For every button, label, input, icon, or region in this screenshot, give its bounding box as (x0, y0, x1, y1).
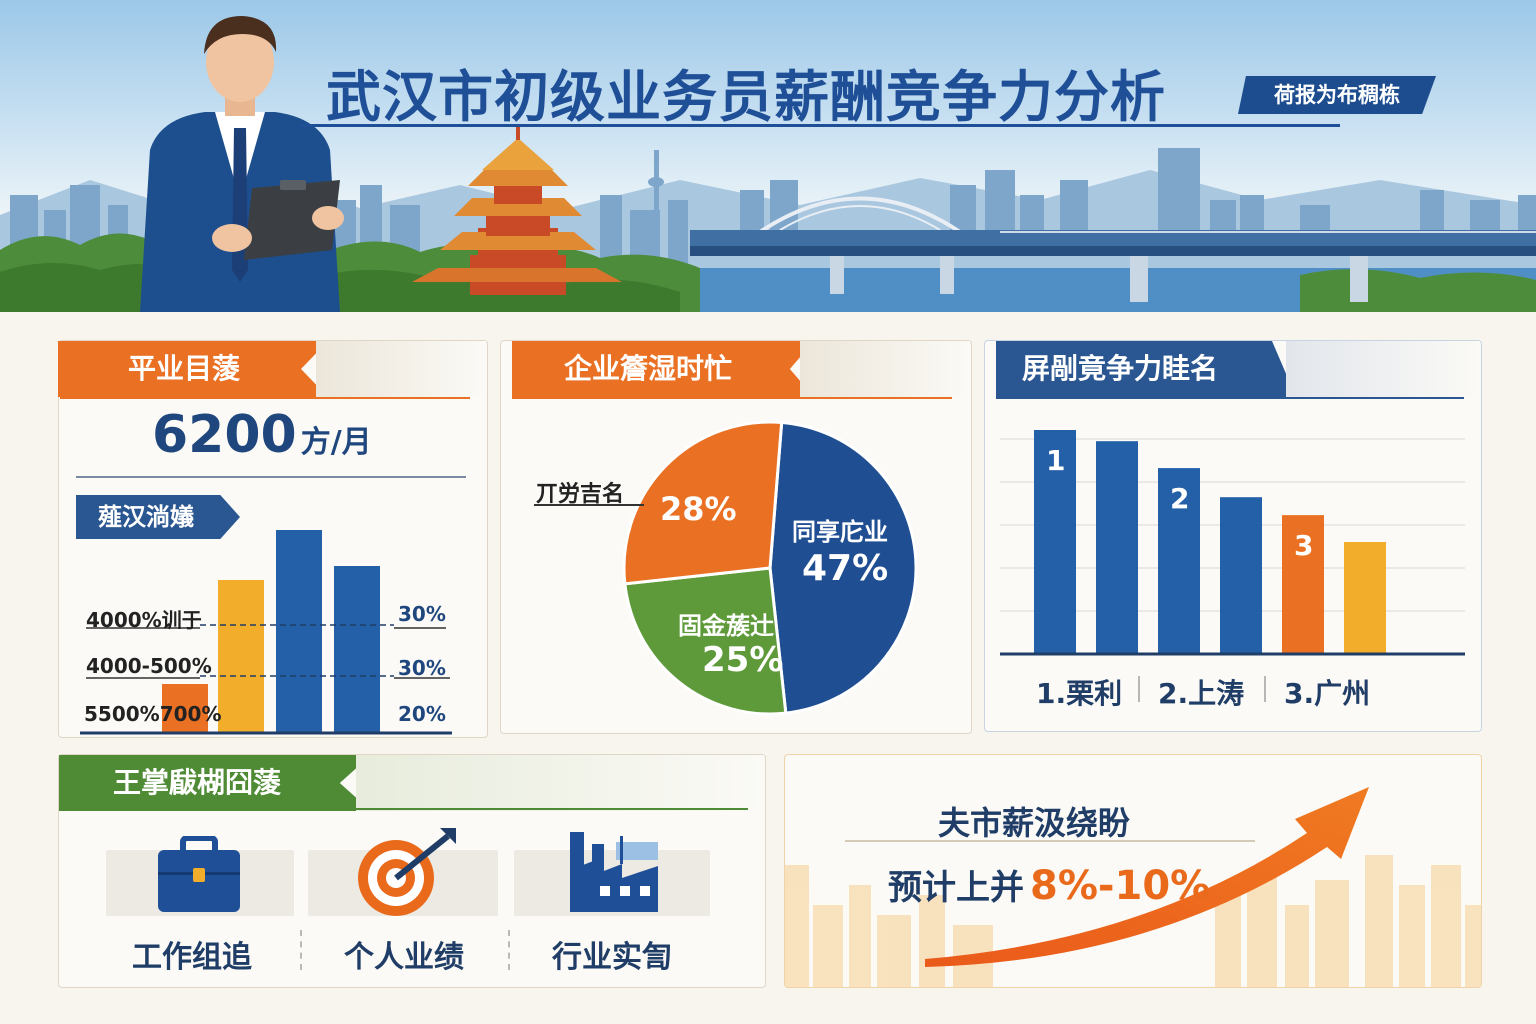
rank-bar-number: 1 (1046, 444, 1066, 477)
salary-trend-card (784, 754, 1482, 988)
wuhan-skyline-illustration (0, 16, 1536, 312)
distribution-bar (334, 566, 380, 733)
businessman-illustration (140, 16, 344, 312)
average-salary: 6200 方/月 (152, 405, 372, 465)
distribution-bar (162, 684, 208, 733)
pie-slice-value: 28% (660, 490, 737, 528)
rank-bar (1096, 441, 1138, 654)
factor-separator (300, 930, 302, 970)
factor-label: 个人业绩 (344, 940, 464, 975)
distribution-label: 薤汉淌嬟 (76, 495, 240, 539)
factor-label: 工作组追 (132, 940, 252, 975)
pie-slice-label: 同享庀业 (792, 518, 888, 546)
rank-card-title-rule (996, 397, 1464, 399)
pie-slice-value: 25% (702, 640, 784, 680)
distribution-row-label: 4000-500% (86, 654, 212, 678)
pie-slice (622, 420, 784, 586)
salary-card-title-fade (316, 341, 486, 397)
pie-card-title-text: 企业簷湿时忙 (564, 352, 733, 385)
rank-city-label: 1.栗利 (1036, 677, 1123, 710)
rank-city-label: 2.上涛 (1158, 677, 1245, 710)
target-icon (358, 828, 456, 916)
trend-forecast-prefix: 预计上并 (888, 868, 1024, 908)
trend-illustration (785, 787, 1481, 987)
salary-unit: 方/月 (300, 425, 372, 460)
rank-card-title-fade (1286, 341, 1480, 397)
pie-card-title-fade (800, 341, 970, 397)
rank-card-title: 屏剮竟争力眭名 (996, 341, 1296, 397)
distribution-bar (218, 580, 264, 733)
pie-slice (623, 566, 788, 716)
rank-bar-number: 2 (1170, 482, 1190, 516)
source-badge: 荷报为布稠栋 (1238, 76, 1436, 114)
rank-bar-chart (1000, 430, 1465, 656)
bridge-illustration (758, 196, 962, 234)
trend-forecast-value: 8%-10% (1030, 863, 1211, 909)
rank-bar (1158, 468, 1200, 654)
factors-card-title-fade (356, 755, 764, 811)
rank-card-title-text: 屏剮竟争力眭名 (1022, 352, 1219, 385)
rank-label-separator (1264, 676, 1266, 702)
salary-card (58, 340, 488, 738)
factory-icon (570, 832, 658, 912)
factors-card-title-text: 王掌瞂楜囧蔆 (113, 766, 282, 799)
pie-slice-value: 47% (802, 548, 889, 589)
factor-separator (508, 930, 510, 970)
trend-forecast: 预计上并 8%-10% (888, 860, 1210, 909)
factors-card-title-rule (60, 808, 748, 810)
distribution-row-label: 4000%训于 (86, 608, 202, 632)
salary-distribution-chart (80, 530, 452, 735)
pie-callout-line (534, 504, 644, 506)
pagoda-illustration (412, 124, 622, 295)
salary-card-title-rule (60, 397, 470, 399)
factors-card-title: 王掌瞂楜囧蔆 (59, 755, 371, 811)
salary-card-title: 平业目蔆 (58, 341, 328, 397)
rank-label-separator (1138, 676, 1140, 702)
distribution-bar (276, 530, 322, 733)
pie-card-title-rule (512, 397, 952, 399)
distribution-row-percent: 30% (398, 656, 446, 680)
enterprise-pie-chart (622, 420, 918, 716)
page-title: 武汉市初级业务员薪酬竞争力分析 (326, 65, 1167, 129)
pie-slice-label: 固金蔟辻 (678, 612, 774, 640)
salary-value: 6200 (152, 405, 297, 465)
distribution-row-label: 5500%700% (84, 702, 222, 726)
rank-bar (1282, 515, 1324, 654)
distribution-row-percent: 20% (398, 702, 446, 726)
briefcase-icon (158, 836, 240, 912)
rank-bar-number: 3 (1294, 529, 1314, 563)
rank-bar (1344, 542, 1386, 654)
salary-card-title-text: 平业目蔆 (128, 352, 241, 385)
trend-title: 夫市薪汲绕盼 (938, 804, 1131, 842)
rank-bar (1220, 497, 1262, 654)
header-banner: 武汉市初级业务员薪酬竞争力分析 荷报为布稠栋 (0, 0, 1536, 312)
pie-slice (768, 420, 918, 715)
title-underline (300, 124, 1340, 127)
factor-label: 行业实訇 (552, 940, 672, 975)
rank-bar (1034, 430, 1076, 654)
pie-card-title: 企业簷湿时忙 (512, 341, 814, 397)
distribution-row-percent: 30% (398, 602, 446, 626)
salary-divider (76, 476, 466, 478)
pie-callout-label: 丌労吉名 (536, 482, 625, 507)
rank-city-label: 3.广州 (1284, 677, 1371, 710)
